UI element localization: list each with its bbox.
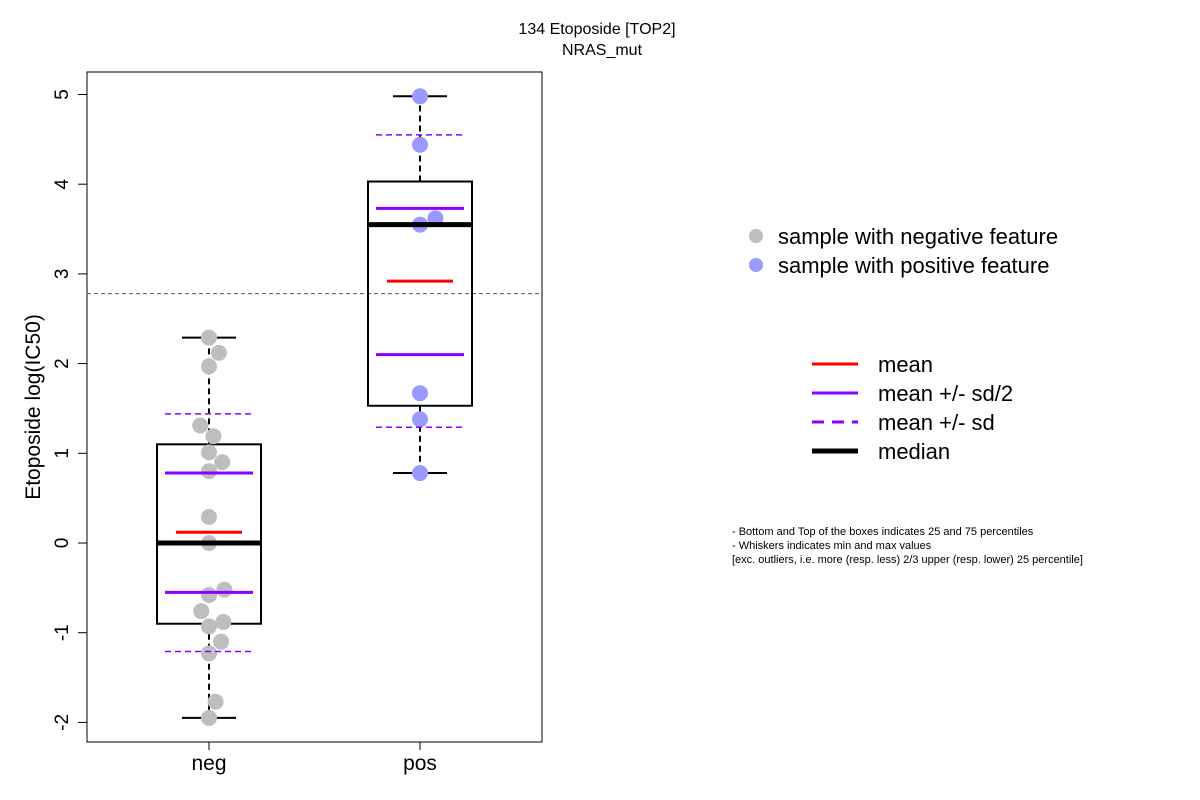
data-point: [210, 344, 227, 361]
data-point: [201, 329, 217, 346]
chart-subtitle: NRAS_mut: [562, 42, 643, 59]
legend-sample-item: sample with negative feature: [749, 224, 1058, 249]
data-point: [201, 709, 217, 726]
data-point: [201, 358, 217, 375]
data-point: [205, 428, 222, 445]
note-line: [exc. outliers, i.e. more (resp. less) 2…: [732, 554, 1083, 566]
data-point: [201, 463, 217, 480]
chart-notes: - Bottom and Top of the boxes indicates …: [732, 525, 1083, 567]
y-tick-label: 4: [52, 178, 73, 189]
x-tick-label: pos: [403, 752, 437, 775]
data-point: [201, 444, 217, 461]
data-point: [412, 411, 428, 428]
data-point: [412, 136, 428, 153]
y-tick-label: 2: [52, 358, 73, 369]
y-axis-label: Etoposide log(IC50): [22, 314, 45, 500]
legend-marker: [749, 229, 763, 243]
data-point: [207, 693, 224, 710]
legend-line-item: mean +/- sd/2: [812, 381, 1013, 406]
data-point: [193, 603, 210, 620]
box-group-neg: [156, 329, 262, 726]
y-tick-label: 5: [52, 89, 73, 100]
data-point: [201, 587, 217, 604]
data-point: [213, 633, 230, 650]
legend-sample-item: sample with positive feature: [749, 253, 1049, 278]
data-point: [412, 385, 428, 402]
data-point: [215, 613, 232, 630]
y-tick-label: 0: [52, 538, 73, 549]
data-point: [201, 508, 217, 525]
y-tick-label: 1: [52, 448, 73, 459]
plot-frame: [86, 71, 543, 743]
data-point: [412, 465, 428, 482]
legend-line-item: median: [812, 439, 950, 464]
legend-marker: [749, 258, 763, 272]
data-point: [412, 88, 428, 105]
x-tick-label: neg: [191, 752, 226, 775]
legend-samples: sample with negative feature sample with …: [749, 224, 1058, 278]
box-groups: [156, 88, 473, 726]
legend-line-label: mean: [878, 352, 933, 377]
legend-line-label: mean +/- sd/2: [878, 381, 1013, 406]
box: [367, 180, 473, 407]
legend-line-item: mean: [812, 352, 933, 377]
data-point: [216, 581, 233, 598]
legend-sample-label: sample with positive feature: [778, 253, 1049, 278]
data-point: [192, 417, 209, 434]
x-axis: neg pos: [191, 742, 437, 775]
y-tick-label: -2: [52, 714, 73, 731]
data-point: [201, 618, 217, 635]
legend-line-label: median: [878, 439, 950, 464]
data-point: [214, 454, 231, 471]
legend-lines: mean mean +/- sd/2 mean +/- sd median: [812, 352, 1013, 464]
y-tick-label: 3: [52, 269, 73, 280]
note-line: - Bottom and Top of the boxes indicates …: [732, 526, 1034, 538]
legend-line-label: mean +/- sd: [878, 410, 995, 435]
data-point: [201, 645, 217, 662]
chart-title: 134 Etoposide [TOP2]: [518, 21, 675, 38]
y-tick-label: -1: [52, 624, 73, 641]
legend-line-item: mean +/- sd: [812, 410, 995, 435]
box-group-pos: [367, 88, 473, 482]
legend-sample-label: sample with negative feature: [778, 224, 1058, 249]
y-axis: -2 -1 0 1 2 3 4 5: [52, 89, 87, 731]
note-line: - Whiskers indicates min and max values: [732, 540, 932, 552]
